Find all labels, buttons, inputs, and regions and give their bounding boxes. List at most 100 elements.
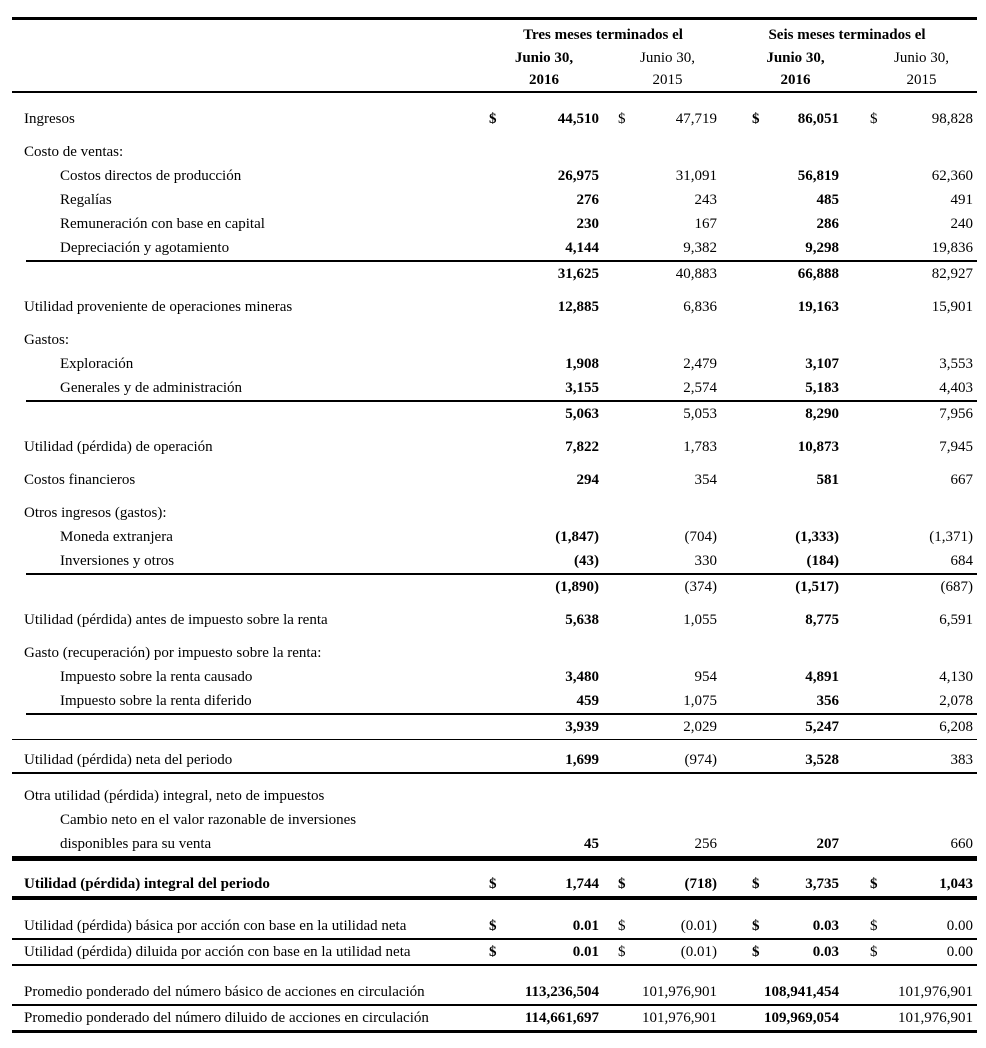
amount-cell: $ (0.01) — [599, 940, 717, 964]
cell-value: 31,091 — [675, 168, 717, 184]
row-label: Promedio ponderado del número diluido de… — [24, 1010, 429, 1026]
dollar-sign: $ — [752, 876, 760, 892]
dollar-sign: $ — [618, 111, 626, 127]
dollar-sign: $ — [870, 918, 878, 934]
dollar-sign: $ — [752, 111, 760, 127]
amount-cell: 356 — [717, 689, 840, 713]
cell-value: 8,290 — [805, 406, 839, 422]
cell-value: 108,941,454 — [764, 984, 839, 1000]
dollar-sign: $ — [870, 944, 878, 960]
dollar-sign: $ — [618, 876, 626, 892]
row-label: Impuesto sobre la renta causado — [60, 669, 253, 685]
cell-value: 330 — [694, 553, 718, 569]
amount-cell: 82,927 — [839, 262, 977, 286]
cell-value: 0.01 — [572, 944, 599, 960]
row-label: Utilidad proveniente de operaciones mine… — [24, 299, 293, 315]
cell-value: 1,783 — [683, 439, 717, 455]
amount-cell: (184) — [717, 549, 840, 573]
amount-cell: 330 — [599, 549, 718, 573]
rule-line — [12, 896, 977, 899]
table-row: Costos directos de producción 26,975 31,09… — [12, 164, 977, 188]
amount-cell: 294 — [489, 468, 600, 492]
amount-cell: 9,382 — [599, 236, 717, 260]
rule-line — [26, 400, 977, 402]
amount-cell: 40,883 — [599, 262, 717, 286]
amount-cell: $86,051 — [717, 107, 839, 131]
cell-value: 101,976,901 — [642, 1010, 717, 1026]
row-label: Moneda extranjera — [60, 529, 173, 545]
cell-value: (687) — [940, 579, 974, 595]
cell-value: 3,735 — [805, 876, 839, 892]
amount-cell: $1,043 — [839, 872, 977, 896]
cell-value: 2,479 — [683, 356, 717, 372]
amount-cell: $0.03 — [717, 940, 839, 964]
cell-value: 9,382 — [683, 240, 717, 256]
amount-cell: $44,510 — [489, 107, 599, 131]
table-row: Otra utilidad (pérdida) integral, neto d… — [12, 784, 977, 808]
amount-cell: $ (0.01) — [599, 914, 717, 938]
cell-value: 114,661,697 — [524, 1010, 599, 1026]
cell-value: 101,976,901 — [898, 1010, 973, 1026]
table-row: Utilidad proveniente de operaciones mine… — [12, 295, 977, 319]
amount-cell: 3,553 — [839, 352, 977, 376]
cell-value: 294 — [576, 472, 600, 488]
dollar-sign: $ — [489, 876, 497, 892]
cell-value: 4,144 — [565, 240, 599, 256]
cell-value: 383 — [950, 752, 974, 768]
cell-value: (718) — [684, 876, 718, 892]
amount-cell: 1,908 — [489, 352, 599, 376]
cell-value: 26,975 — [557, 168, 599, 184]
cell-value: 56,819 — [797, 168, 839, 184]
cell-value: 167 — [694, 216, 718, 232]
row-label: Promedio ponderado del número básico de … — [24, 984, 425, 1000]
amount-cell: 1,783 — [599, 435, 717, 459]
cell-value: 207 — [816, 836, 840, 852]
cell-value: 2,029 — [683, 719, 717, 735]
amount-cell: 6,836 — [599, 295, 717, 319]
row-label: Utilidad (pérdida) antes de impuesto sob… — [24, 612, 328, 628]
amount-cell: 101,976,901 — [839, 1006, 977, 1030]
cell-value: 667 — [950, 472, 974, 488]
amount-cell: 113,236,504 — [489, 980, 599, 1004]
cell-value: 44,510 — [557, 111, 599, 127]
cell-value: (43) — [574, 553, 599, 569]
amount-cell: 167 — [599, 212, 718, 236]
row-label: Inversiones y otros — [60, 553, 175, 569]
cell-value: 5,053 — [683, 406, 717, 422]
cell-value: 954 — [694, 669, 718, 685]
amount-cell: (974) — [599, 748, 718, 772]
amount-cell: 276 — [489, 188, 600, 212]
amount-cell: 6,208 — [839, 715, 977, 739]
table-row: Promedio ponderado del número diluido de… — [12, 1006, 977, 1030]
cell-value: 286 — [816, 216, 840, 232]
table-row: (1,890) (374) (1,517) (687) — [12, 575, 977, 599]
row-label: Utilidad (pérdida) integral del periodo — [24, 876, 270, 892]
cell-value: 684 — [950, 553, 974, 569]
dollar-sign: $ — [752, 918, 760, 934]
cell-value: 12,885 — [557, 299, 599, 315]
amount-cell: (687) — [839, 575, 977, 599]
dollar-sign: $ — [618, 918, 626, 934]
amount-cell: 5,247 — [717, 715, 839, 739]
amount-cell: 66,888 — [717, 262, 839, 286]
row-label: Regalías — [60, 192, 112, 208]
amount-cell: 109,969,054 — [717, 1006, 839, 1030]
table-row: Generales y de administración 3,155 2,574 5… — [12, 376, 977, 400]
rule-line — [26, 573, 977, 575]
amount-cell: 7,956 — [839, 402, 977, 426]
amount-cell: 31,091 — [599, 164, 717, 188]
amount-cell: 4,891 — [717, 665, 839, 689]
amount-cell: (43) — [489, 549, 599, 573]
year-header-row: 2016 2015 2016 2015 — [12, 69, 977, 91]
amount-cell: 286 — [717, 212, 840, 236]
cell-value: 3,480 — [565, 669, 599, 685]
amount-cell: 383 — [839, 748, 977, 772]
table-row: Regalías 276 243 485 491 — [12, 188, 977, 212]
amount-cell: 9,298 — [717, 236, 839, 260]
column-header-month: Junio 30, — [514, 50, 574, 66]
column-header-year: 2016 — [529, 72, 559, 88]
table-row: Otros ingresos (gastos): — [12, 501, 977, 525]
row-label: Costos directos de producción — [60, 168, 242, 184]
cell-value: 0.00 — [946, 944, 973, 960]
row-label: Ingresos — [24, 111, 75, 127]
